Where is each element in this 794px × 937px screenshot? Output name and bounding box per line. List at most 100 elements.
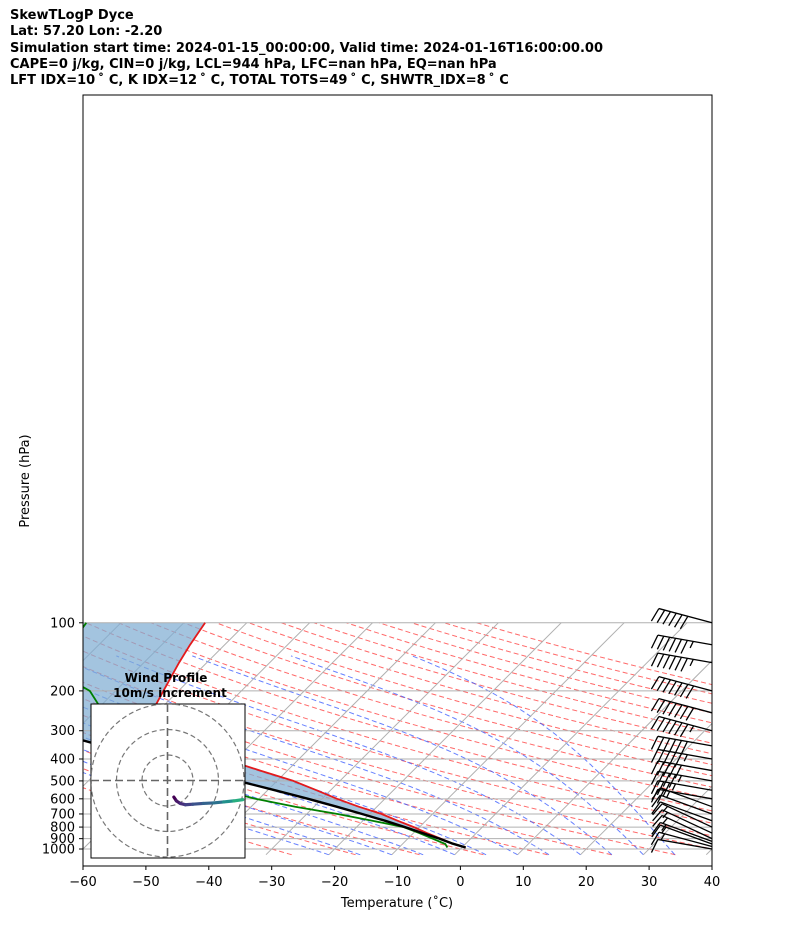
- hodograph-ring: [91, 704, 245, 858]
- wind-barb: [650, 748, 713, 767]
- barb-flag: [652, 809, 663, 822]
- x-tick-label: −30: [258, 875, 285, 890]
- barb-flag: [656, 772, 665, 786]
- barb-flag: [674, 740, 683, 754]
- barb-flag: [650, 716, 660, 730]
- hodograph-segment: [232, 798, 245, 803]
- wind-barb: [652, 803, 713, 828]
- wind-barb: [651, 794, 713, 815]
- barb-flag: [651, 822, 661, 835]
- header-indices-2: LFT IDX=10 ˚ C, K IDX=12 ˚ C, TOTAL TOTS…: [10, 73, 509, 89]
- barb-flag: [652, 814, 663, 827]
- x-axis-label: Temperature (˚C): [340, 895, 453, 911]
- barb-staff: [657, 652, 713, 664]
- barb-staff: [657, 838, 713, 850]
- barb-flag: [650, 736, 659, 750]
- barb-flag: [656, 737, 665, 751]
- barb-flag: [650, 788, 659, 803]
- barb-flag: [656, 677, 666, 692]
- y-tick-label: 300: [50, 724, 75, 739]
- header-station: SkewTLogP Dyce: [10, 8, 134, 23]
- isotherm: [454, 622, 688, 856]
- barb-flag: [668, 739, 677, 753]
- wind-barb: [650, 634, 713, 654]
- barb-flag: [679, 723, 689, 738]
- barb-flag: [650, 652, 659, 667]
- barb-flag: [680, 658, 688, 672]
- wind-barbs: [650, 607, 713, 853]
- y-tick-label: 1000: [42, 843, 75, 858]
- hodograph-subtitle: 10m/s increment: [113, 686, 227, 700]
- hodograph-title: Wind Profile: [125, 671, 208, 685]
- barb-staff: [661, 809, 713, 834]
- barb-flag: [656, 761, 665, 776]
- barb-staff: [661, 814, 713, 840]
- barb-flag: [662, 719, 672, 733]
- barb-flag: [662, 738, 671, 752]
- dry-adiabat: [83, 665, 712, 850]
- wind-barb: [650, 770, 713, 788]
- barb-staff: [657, 770, 713, 782]
- dry-adiabat: [444, 622, 712, 695]
- moist-adiabat: [83, 760, 361, 856]
- dry-adiabat: [378, 622, 712, 714]
- barb-half-flag: [665, 791, 671, 799]
- barb-staff: [658, 697, 713, 714]
- barb-flag: [674, 722, 683, 736]
- barb-half-flag: [662, 805, 669, 813]
- dry-adiabat: [85, 622, 712, 812]
- barb-staff: [660, 801, 713, 822]
- barb-flag: [668, 752, 677, 766]
- barb-staff: [658, 831, 713, 848]
- wind-barb: [650, 697, 713, 721]
- barb-flag: [650, 698, 660, 712]
- x-tick-label: −20: [321, 875, 348, 890]
- dry-adiabat: [83, 635, 712, 824]
- barb-flag: [650, 780, 659, 795]
- y-tick-label: 100: [50, 616, 75, 631]
- y-tick-label: 200: [50, 684, 75, 699]
- x-tick-label: 10: [515, 875, 532, 890]
- barb-flag: [650, 839, 659, 853]
- isotherm: [265, 622, 499, 856]
- dry-adiabat: [346, 622, 712, 724]
- barb-flag: [680, 640, 688, 654]
- y-tick-label: 400: [50, 752, 75, 767]
- x-tick-label: 0: [456, 875, 464, 890]
- barb-flag: [651, 824, 661, 838]
- barb-half-flag: [683, 754, 688, 762]
- wind-barb: [652, 809, 713, 834]
- header-indices-1: CAPE=0 j/kg, CIN=0 j/kg, LCL=944 hPa, LF…: [10, 56, 497, 72]
- x-tick-label: 40: [704, 875, 721, 890]
- barb-flag: [662, 679, 672, 693]
- y-tick-label: 500: [50, 774, 75, 789]
- hodograph-inset: [90, 703, 246, 859]
- barb-flag: [668, 763, 677, 778]
- barb-flag: [656, 781, 665, 796]
- barb-flag: [656, 790, 665, 804]
- barb-half-flag: [671, 783, 677, 791]
- barb-flag: [650, 760, 659, 775]
- barb-staff: [660, 821, 713, 842]
- axes: −60 −50 −40 −30 −20 −10 0 10 20 30 40 100 200 300 400 5…: [42, 616, 720, 890]
- wind-barb: [651, 821, 713, 842]
- barb-staff: [657, 634, 713, 646]
- barb-staff: [657, 748, 713, 760]
- barb-flag: [668, 680, 677, 695]
- barb-flag: [685, 685, 695, 699]
- barb-flag: [674, 704, 683, 718]
- hodograph-segment: [211, 800, 226, 805]
- y-tick-label: 600: [50, 792, 75, 807]
- barb-flag: [662, 701, 672, 715]
- wind-barb: [650, 715, 713, 738]
- barb-half-flag: [689, 641, 694, 649]
- barb-staff: [660, 794, 713, 815]
- barb-flag: [668, 612, 677, 627]
- wind-barb: [650, 760, 713, 779]
- barb-half-flag: [660, 833, 666, 841]
- barb-staff: [658, 607, 713, 624]
- barb-half-flag: [661, 824, 667, 831]
- barb-flag: [674, 764, 683, 779]
- hodograph-segment: [191, 801, 205, 806]
- hodograph-segment: [201, 801, 215, 806]
